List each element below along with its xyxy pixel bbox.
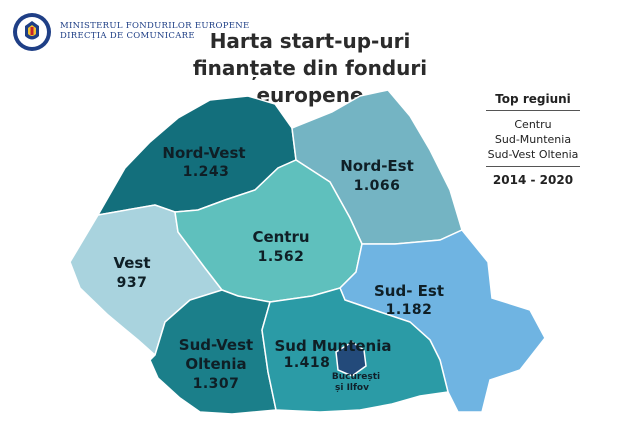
label-centru-name: Centru: [252, 228, 309, 246]
legend-period: 2014 - 2020: [492, 173, 574, 187]
government-emblem-icon: [13, 13, 51, 51]
map-title-line-1: Harta start-up-uri: [209, 29, 411, 53]
ministry-line-1: MINISTERUL FONDURILOR EUROPENE: [60, 21, 250, 32]
legend-item: Sud-Muntenia: [494, 133, 572, 146]
label-vest-value: 937: [117, 275, 148, 291]
label-centru-value: 1.562: [258, 249, 305, 265]
region-bucuresti-ilfov: [335, 341, 367, 377]
label-sud-vest-oltenia-name-2: Oltenia: [185, 355, 246, 373]
ministry-name: MINISTERUL FONDURILOR EUROPENE DIRECȚIA …: [60, 21, 250, 42]
legend-item: Centru: [514, 118, 552, 131]
label-sud-est-value: 1.182: [386, 302, 433, 318]
legend-divider-bottom: [486, 166, 580, 167]
label-nord-vest-value: 1.243: [183, 164, 230, 180]
label-nord-est-value: 1.066: [354, 178, 401, 194]
top-regions-legend: Top regiuni Centru Sud-Muntenia Sud-Vest…: [478, 92, 588, 187]
map-title-line-2: finanțate din fonduri europene: [192, 56, 428, 107]
label-sud-muntenia-name: Sud Muntenia: [274, 337, 391, 355]
label-nord-est-name: Nord-Est: [340, 157, 414, 175]
map-title: Harta start-up-uri finanțate din fonduri…: [150, 28, 470, 109]
legend-item: Sud-Vest Oltenia: [487, 148, 579, 161]
label-sud-vest-oltenia-name-1: Sud-Vest: [179, 336, 253, 354]
ministry-line-2: DIRECȚIA DE COMUNICARE: [60, 31, 195, 41]
ministry-header: MINISTERUL FONDURILOR EUROPENE DIRECȚIA …: [12, 12, 250, 52]
legend-heading: Top regiuni: [495, 92, 571, 106]
label-nord-vest-name: Nord-Vest: [162, 144, 245, 162]
label-vest-name: Vest: [113, 254, 150, 272]
label-sud-est-name: Sud- Est: [374, 282, 444, 300]
label-sud-vest-oltenia-value: 1.307: [193, 376, 240, 392]
label-bucuresti-ilfov-1: București: [332, 372, 380, 382]
label-sud-muntenia-value: 1.418: [284, 355, 331, 371]
legend-divider-top: [486, 110, 580, 111]
label-bucuresti-ilfov-2: și Ilfov: [335, 383, 369, 393]
